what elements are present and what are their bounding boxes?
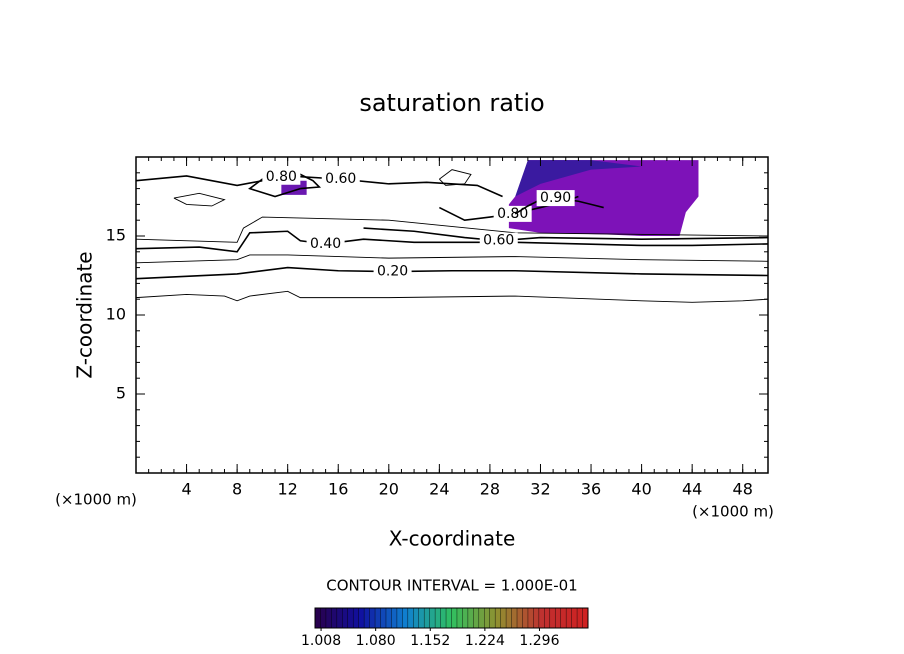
colorbar-cell	[506, 608, 512, 628]
colorbar-cell	[571, 608, 578, 628]
colorbar-cell	[342, 608, 349, 628]
colorbar-tick-label: 1.224	[465, 633, 505, 649]
colorbar-cell	[467, 608, 474, 628]
colorbar-cell	[402, 608, 409, 628]
colorbar-cell	[369, 608, 376, 628]
colorbar-cell	[440, 608, 447, 628]
shaded-region	[515, 160, 642, 197]
colorbar-cell	[489, 608, 496, 628]
chart-title: saturation ratio	[359, 89, 544, 117]
colorbar-cell	[500, 608, 507, 628]
colorbar-cell	[522, 608, 529, 628]
colorbar-cell	[549, 608, 556, 628]
colorbar-cell	[418, 608, 425, 628]
colorbar-cell	[413, 608, 420, 628]
x-tick-label: 44	[682, 480, 702, 499]
colorbar-cell	[462, 608, 469, 628]
colorbar-cell	[538, 608, 545, 628]
colorbar-cell	[435, 608, 441, 628]
colorbar-cell	[582, 608, 589, 628]
contour-label-bg	[373, 263, 412, 280]
colorbar-cell	[336, 608, 343, 628]
colorbar-cell	[517, 608, 523, 628]
colorbar-cell	[315, 608, 321, 628]
colorbar-tick-label: 1.080	[356, 633, 396, 649]
y-tick-label: 5	[116, 384, 126, 403]
colorbar-cell	[364, 608, 370, 628]
contour-label: 0.80	[266, 169, 297, 185]
x-tick-label: 20	[379, 480, 399, 499]
x-tick-label: 28	[480, 480, 500, 499]
x-tick-label: 4	[181, 480, 191, 499]
y-tick-label: 10	[106, 305, 126, 324]
contour-line	[135, 290, 769, 303]
colorbar-cell	[347, 608, 354, 628]
colorbar-cell	[391, 608, 398, 628]
contour-label: 0.60	[483, 233, 514, 249]
colorbar-cell	[527, 608, 534, 628]
contour-label: 0.60	[325, 171, 356, 187]
contour-line	[439, 169, 472, 186]
x-axis-label: X-coordinate	[389, 527, 516, 551]
colorbar-cell	[511, 608, 518, 628]
y-tick-label: 15	[106, 226, 126, 245]
colorbar-cell	[429, 608, 436, 628]
colorbar-cell	[473, 608, 480, 628]
contour-label: 0.20	[377, 264, 408, 280]
colorbar-cell	[358, 608, 365, 628]
colorbar-cell	[396, 608, 403, 628]
colorbar-cell	[478, 608, 485, 628]
colorbar-cell	[353, 608, 359, 628]
x-tick-label: 40	[631, 480, 651, 499]
colorbar-cell	[544, 608, 551, 628]
contour-label-bg	[306, 235, 345, 252]
y-unit-label: (×1000 m)	[55, 491, 137, 509]
x-tick-label: 16	[328, 480, 348, 499]
colorbar-cell	[495, 608, 501, 628]
x-tick-label: 48	[733, 480, 753, 499]
x-unit-label: (×1000 m)	[692, 503, 774, 521]
x-tick-label: 36	[581, 480, 601, 499]
colorbar-cell	[456, 608, 463, 628]
colorbar-cell	[331, 608, 338, 628]
colorbar-cell	[446, 608, 452, 628]
colorbar-cell	[375, 608, 381, 628]
colorbar-cell	[385, 608, 392, 628]
contour-label-bg	[262, 168, 301, 185]
x-tick-label: 8	[232, 480, 242, 499]
colorbar-frame	[314, 607, 589, 629]
colorbar-tick-label: 1.152	[410, 633, 450, 649]
colorbar-cell	[566, 608, 572, 628]
x-tick-label: 12	[278, 480, 298, 499]
y-axis-label: Z-coordinate	[73, 251, 97, 378]
contour-line	[135, 254, 769, 264]
colorbar-cell	[320, 608, 327, 628]
contour-label-bg	[536, 190, 575, 207]
colorbar-cell	[560, 608, 567, 628]
contour-line	[173, 192, 226, 207]
x-tick-label: 24	[429, 480, 449, 499]
colorbar-cell	[407, 608, 414, 628]
colorbar-cell	[424, 608, 430, 628]
colorbar-cell	[451, 608, 458, 628]
contour-label: 0.90	[540, 190, 571, 206]
colorbar-cell	[555, 608, 561, 628]
contour-label-bg	[479, 232, 518, 249]
colorbar-cell	[533, 608, 540, 628]
colorbar-tick-label: 1.296	[519, 633, 559, 649]
x-tick-label: 32	[530, 480, 550, 499]
colorbar-cell	[380, 608, 387, 628]
contour-label: 0.40	[310, 236, 341, 252]
contour-label-bg	[321, 171, 360, 188]
colorbar-cell	[484, 608, 491, 628]
contour-interval-note: CONTOUR INTERVAL = 1.000E-01	[326, 577, 577, 595]
colorbar-cell	[325, 608, 332, 628]
colorbar-cell	[577, 608, 583, 628]
colorbar-tick-label: 1.008	[301, 633, 341, 649]
